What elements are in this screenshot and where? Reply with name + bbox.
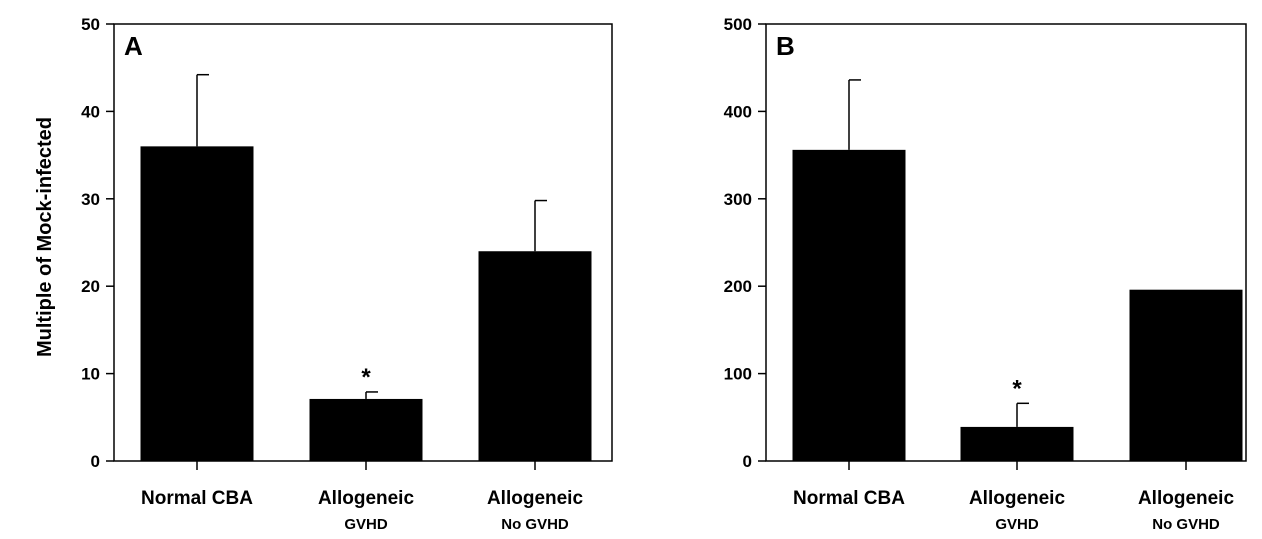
- y-axis-label: Multiple of Mock-infected: [34, 117, 56, 357]
- bar: [1129, 289, 1243, 461]
- y-tick-label: 0: [743, 452, 752, 471]
- bar: [478, 251, 592, 461]
- significance-marker: *: [1012, 375, 1022, 402]
- x-category-label: Allogeneic: [318, 488, 415, 509]
- bar: [140, 146, 254, 462]
- y-tick-label: 0: [91, 452, 100, 471]
- x-category-sublabel: GVHD: [995, 516, 1039, 533]
- x-category-label: Allogeneic: [969, 488, 1066, 509]
- y-tick-label: 100: [724, 365, 752, 384]
- x-category-label: Normal CBA: [141, 488, 253, 509]
- y-tick-label: 500: [724, 15, 752, 34]
- bar: [792, 149, 906, 461]
- panel-b: 0 100 200 300 400 500 B Normal CBA * Allogeneic GV…: [724, 15, 1247, 533]
- y-tick-label: 50: [81, 15, 100, 34]
- x-category-sublabel: No GVHD: [501, 516, 569, 533]
- y-tick-label: 30: [81, 190, 100, 209]
- y-tick-label: 400: [724, 102, 752, 121]
- x-category-label: Allogeneic: [487, 488, 584, 509]
- x-category-sublabel: GVHD: [344, 516, 388, 533]
- panel-label: A: [124, 31, 143, 61]
- significance-marker: *: [361, 364, 371, 391]
- y-tick-label: 10: [81, 365, 100, 384]
- y-tick-label: 40: [81, 102, 100, 121]
- y-tick-label: 300: [724, 190, 752, 209]
- y-tick-label: 200: [724, 277, 752, 296]
- panel-label: B: [776, 31, 795, 61]
- x-category-label: Allogeneic: [1138, 488, 1235, 509]
- bar: [309, 398, 423, 461]
- x-category-sublabel: No GVHD: [1152, 516, 1220, 533]
- x-category-label: Normal CBA: [793, 488, 905, 509]
- panel-a: 0 10 20 30 40 50 A Normal CBA * Allogeneic GVHD All…: [81, 15, 613, 533]
- bar: [960, 426, 1074, 461]
- y-tick-label: 20: [81, 277, 100, 296]
